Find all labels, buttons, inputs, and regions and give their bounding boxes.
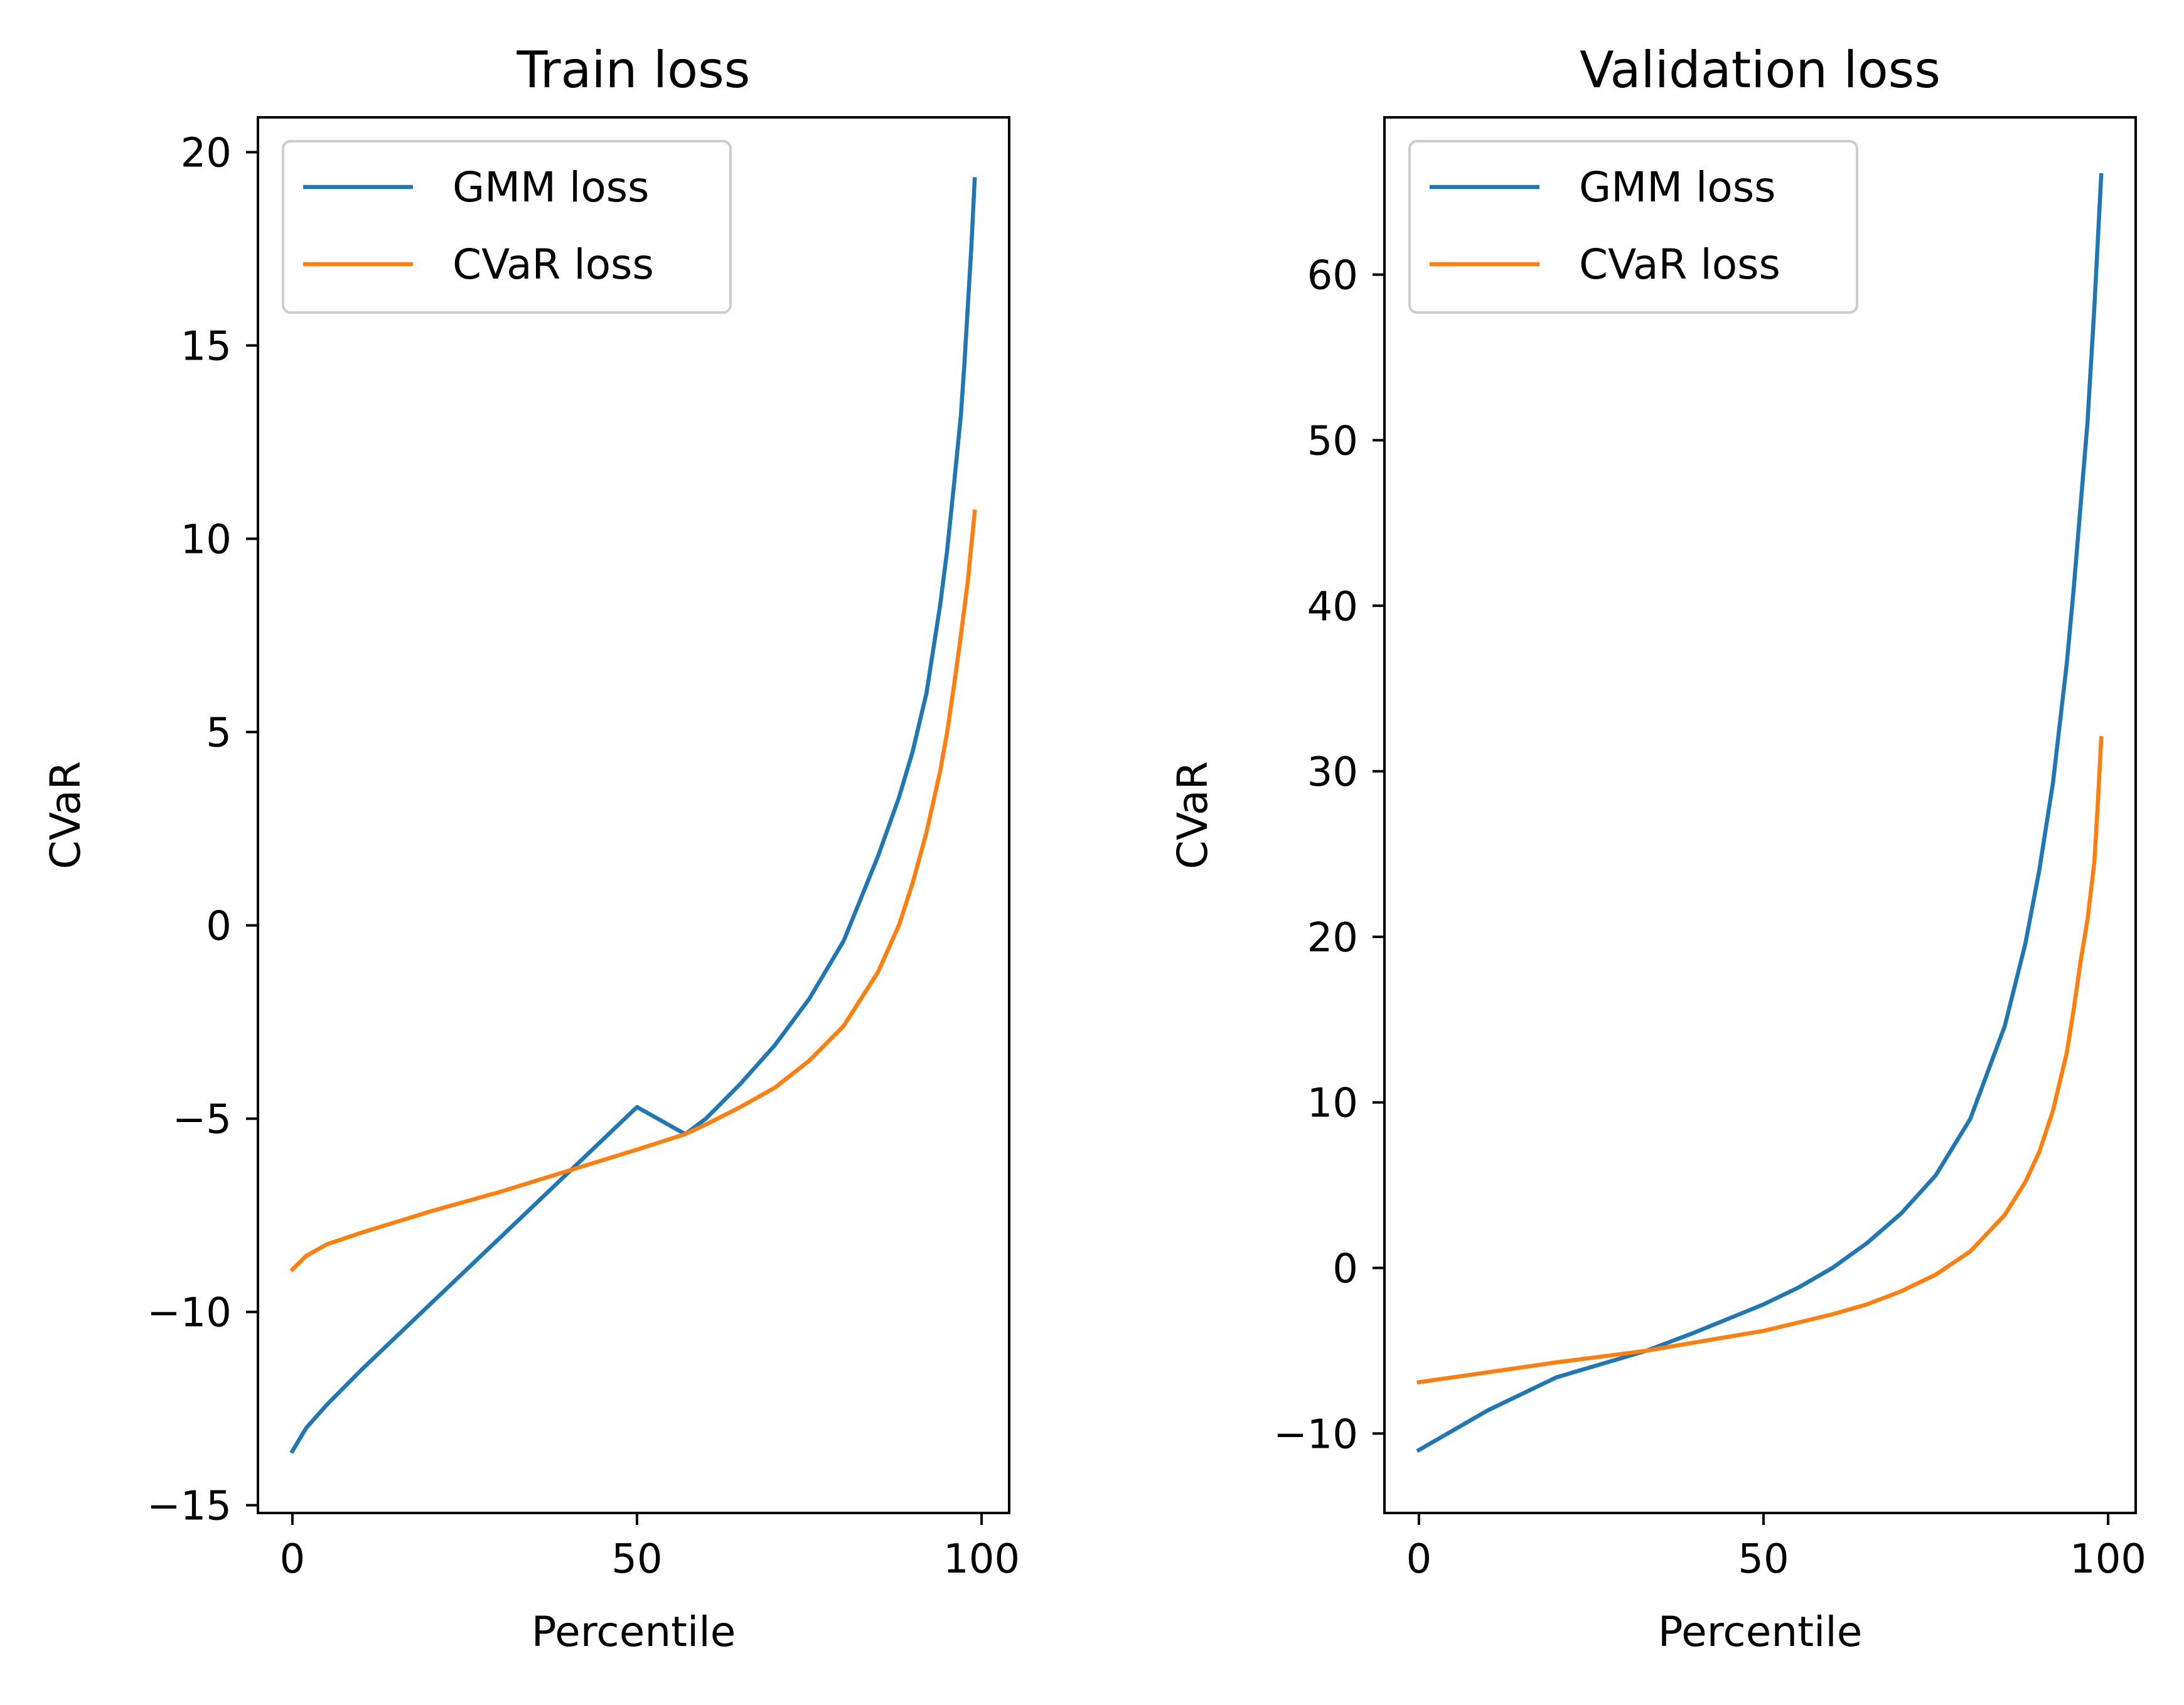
y-tick-label: 20 — [1307, 915, 1358, 961]
x-tick-label: 100 — [2070, 1536, 2146, 1583]
x-axis-label: Percentile — [1658, 1608, 1863, 1656]
plot-frame — [257, 116, 1010, 1514]
legend-label: CVaR loss — [452, 240, 654, 289]
legend-box — [1408, 140, 1858, 314]
series-line-cvar-loss — [289, 509, 977, 1273]
y-tick-label: 5 — [206, 710, 232, 757]
series-line-gmm-loss — [1416, 173, 2104, 1453]
y-tick-label: −10 — [1273, 1411, 1358, 1458]
plot-frame — [1383, 116, 2137, 1514]
x-tick-label: 50 — [611, 1536, 662, 1583]
chart-panel-2: 0 50 100 −10 0 10 20 30 40 50 60 Validation loss Per… — [1169, 41, 2146, 1656]
y-tick-label: 20 — [181, 130, 232, 176]
legend-label: GMM loss — [452, 163, 650, 211]
x-axis-label: Percentile — [532, 1608, 736, 1656]
y-tick-label: 10 — [181, 517, 232, 564]
x-tick-label: 50 — [1738, 1536, 1789, 1583]
y-tick-label: −15 — [147, 1483, 232, 1530]
y-tick-label: 0 — [206, 904, 232, 950]
legend-box — [282, 140, 732, 314]
chart-title: Validation loss — [1580, 41, 1940, 99]
y-axis-label: CVaR — [41, 761, 90, 869]
y-tick-label: 15 — [181, 323, 232, 370]
legend-label: GMM loss — [1579, 163, 1776, 211]
legend: GMM loss CVaR loss — [282, 140, 732, 314]
x-tick-label: 0 — [280, 1536, 306, 1583]
legend: GMM loss CVaR loss — [1408, 140, 1858, 314]
y-tick-label: 50 — [1307, 418, 1358, 464]
chart-title: Train loss — [517, 41, 751, 99]
y-axis-label: CVaR — [1169, 761, 1217, 869]
y-tick-label: 10 — [1307, 1081, 1358, 1127]
legend-label: CVaR loss — [1579, 240, 1780, 289]
y-tick-label: −5 — [173, 1097, 232, 1143]
chart-panel-1: 0 50 100 −15 −10 −5 0 5 10 15 20 Train loss Percenti… — [41, 41, 1020, 1656]
y-tick-label: 40 — [1307, 584, 1358, 630]
y-tick-label: 30 — [1307, 749, 1358, 796]
series-line-cvar-loss — [1416, 735, 2104, 1385]
y-tick-label: −10 — [147, 1290, 232, 1337]
y-tick-label: 0 — [1332, 1246, 1358, 1293]
x-tick-label: 0 — [1406, 1536, 1432, 1583]
series-line-gmm-loss — [289, 177, 977, 1454]
y-tick-label: 60 — [1307, 253, 1358, 299]
x-tick-label: 100 — [943, 1536, 1020, 1583]
